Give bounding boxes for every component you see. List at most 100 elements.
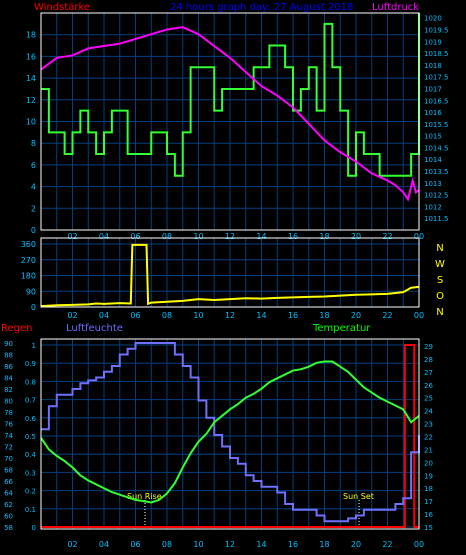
direction-line bbox=[40, 243, 420, 308]
pressure-tick: 1015.5 bbox=[424, 121, 449, 129]
wind-tick: 2 bbox=[31, 204, 36, 213]
direction-letter: N bbox=[436, 307, 443, 318]
graph-title: 24 hours graph day: 27 August 2018 bbox=[170, 2, 353, 13]
humidity-tick: 76 bbox=[4, 421, 13, 429]
rain-axis-title: Regen bbox=[1, 323, 33, 334]
hour-label: 04 bbox=[99, 311, 109, 320]
pressure-tick: 1017.5 bbox=[424, 74, 449, 82]
hour-label: 02 bbox=[67, 311, 77, 320]
temperature-tick: 24 bbox=[424, 408, 433, 416]
rain-tick: 0.7 bbox=[25, 397, 36, 405]
hour-label: 04 bbox=[99, 232, 109, 241]
humidity-tick: 68 bbox=[4, 467, 13, 475]
hour-label: 18 bbox=[319, 311, 329, 320]
humidity-tick: 82 bbox=[4, 386, 13, 394]
rain-tick: 0.1 bbox=[25, 506, 36, 514]
humidity-tick: 70 bbox=[4, 455, 13, 463]
sunset-label: Sun Set bbox=[343, 492, 374, 501]
hour-label: 22 bbox=[382, 232, 392, 241]
rain-tick: 0.4 bbox=[25, 451, 37, 459]
direction-tick: 270 bbox=[21, 256, 36, 265]
pressure-axis-title: Luftdruck bbox=[372, 2, 419, 13]
rain-tick: 0.9 bbox=[25, 360, 36, 368]
humidity-tick: 64 bbox=[4, 490, 13, 498]
direction-letter: N bbox=[436, 243, 443, 254]
hour-label: 20 bbox=[351, 232, 361, 241]
pressure-tick: 1019.5 bbox=[424, 27, 449, 35]
hour-label: 10 bbox=[193, 311, 203, 320]
pressure-tick: 1016.5 bbox=[424, 97, 449, 105]
hour-label: 10 bbox=[193, 540, 203, 549]
temperature-tick: 28 bbox=[424, 356, 433, 364]
wind-axis-title: Windstärke bbox=[34, 2, 90, 13]
hour-label: 20 bbox=[351, 540, 361, 549]
wind-tick: 0 bbox=[31, 226, 36, 235]
wind-tick: 14 bbox=[26, 74, 36, 83]
pressure-series bbox=[40, 26, 420, 202]
humidity-tick: 60 bbox=[4, 513, 13, 521]
pressure-tick: 1015 bbox=[424, 133, 442, 141]
humidity-tick: 86 bbox=[4, 363, 13, 371]
wind-tick: 4 bbox=[31, 183, 36, 192]
wind-tick: 12 bbox=[26, 96, 36, 105]
hour-label: 18 bbox=[319, 540, 329, 549]
hour-label: 10 bbox=[193, 232, 203, 241]
hour-label: 00 bbox=[414, 540, 424, 549]
hour-label: 22 bbox=[382, 311, 392, 320]
panel1-hour-labels: 02 04 06 08 10 12 14 16 18 20 22 00 bbox=[67, 232, 424, 241]
temperature-tick: 15 bbox=[424, 524, 433, 532]
wind-tick: 18 bbox=[26, 31, 36, 40]
hour-label: 00 bbox=[414, 311, 424, 320]
sun-markers: Sun Rise Sun Set bbox=[127, 492, 374, 527]
temperature-tick: 21 bbox=[424, 446, 433, 454]
pressure-tick: 1018.5 bbox=[424, 50, 449, 58]
hour-label: 22 bbox=[382, 540, 392, 549]
hour-label: 06 bbox=[130, 232, 140, 241]
hour-label: 16 bbox=[288, 540, 298, 549]
hour-label: 06 bbox=[130, 540, 140, 549]
temperature-tick-labels: 15 16 17 18 19 20 21 22 23 24 25 26 27 28 29 bbox=[424, 343, 433, 532]
temperature-tick: 19 bbox=[424, 472, 433, 480]
hour-label: 06 bbox=[130, 311, 140, 320]
rain-tick: 0 bbox=[32, 524, 36, 532]
hour-label: 14 bbox=[256, 232, 266, 241]
pressure-tick: 1018 bbox=[424, 62, 442, 70]
pressure-tick: 1013.5 bbox=[424, 168, 449, 176]
panel2-hour-labels: 02 04 06 08 10 12 14 16 18 20 22 00 bbox=[67, 311, 424, 320]
humidity-line bbox=[41, 342, 420, 523]
humidity-tick: 74 bbox=[4, 432, 13, 440]
hour-label: 00 bbox=[414, 232, 424, 241]
direction-letter: S bbox=[437, 275, 443, 286]
direction-tick: 360 bbox=[21, 240, 36, 249]
hour-label: 02 bbox=[67, 232, 77, 241]
pressure-tick: 1013 bbox=[424, 180, 442, 188]
hour-label: 04 bbox=[99, 540, 109, 549]
panel3-grid bbox=[40, 339, 420, 529]
humidity-series bbox=[41, 342, 420, 523]
pressure-tick: 1012.5 bbox=[424, 192, 449, 200]
temperature-axis-title: Temperatur bbox=[312, 323, 371, 334]
hour-label: 14 bbox=[256, 311, 266, 320]
rain-tick: 0.2 bbox=[25, 488, 36, 496]
pressure-tick-labels: 1011.5 1012 1012.5 1013 1013.5 1014 1014.5 1015… bbox=[424, 15, 449, 223]
rain-tick: 1 bbox=[32, 342, 36, 350]
hour-label: 20 bbox=[351, 311, 361, 320]
hour-label: 12 bbox=[225, 311, 235, 320]
humidity-tick: 80 bbox=[4, 398, 13, 406]
hour-label: 08 bbox=[162, 540, 172, 549]
sunrise-label: Sun Rise bbox=[127, 492, 162, 501]
hour-label: 18 bbox=[319, 232, 329, 241]
direction-tick: 0 bbox=[31, 303, 36, 312]
pressure-tick: 1012 bbox=[424, 203, 442, 211]
rain-tick: 0.6 bbox=[25, 415, 37, 423]
direction-tick: 90 bbox=[26, 287, 36, 296]
wind-tick: 10 bbox=[26, 118, 36, 127]
panel3-frame bbox=[40, 338, 420, 530]
direction-tick-labels: 0 90 180 270 360 bbox=[21, 240, 36, 312]
wind-direction-series bbox=[40, 243, 420, 308]
temperature-tick: 17 bbox=[424, 498, 433, 506]
direction-letter: W bbox=[435, 259, 445, 270]
hour-label: 16 bbox=[288, 232, 298, 241]
